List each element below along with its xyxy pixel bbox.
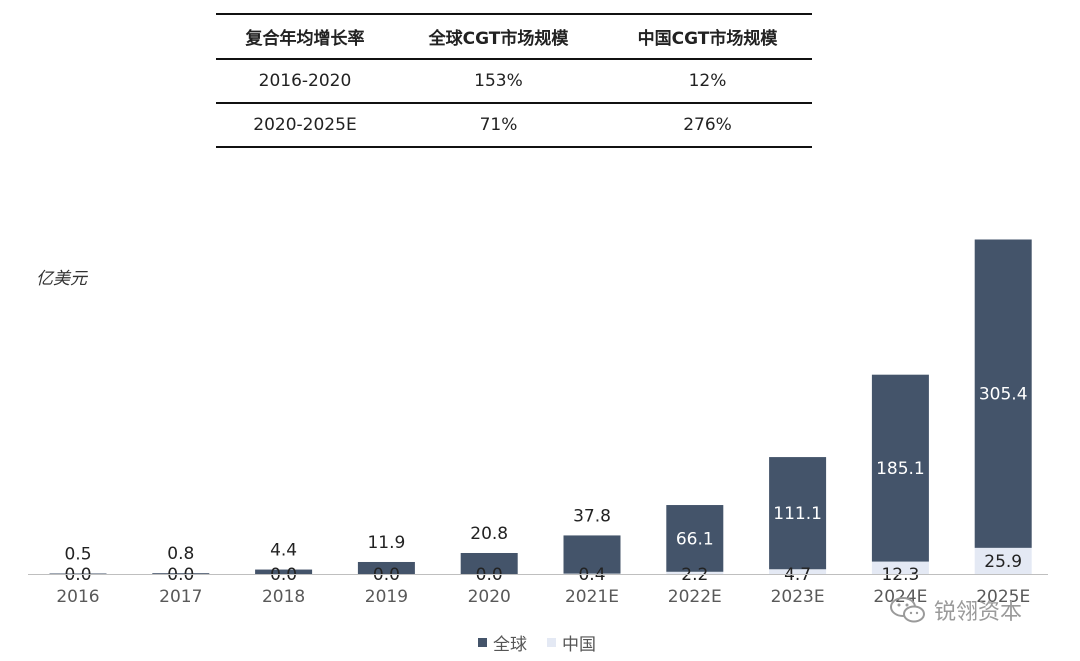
data-label-global: 11.9 xyxy=(367,533,405,553)
table-row: 2020-2025E 71% 276% xyxy=(216,103,812,148)
bar-china xyxy=(871,561,929,574)
data-label-global: 37.8 xyxy=(573,506,611,526)
legend-label-global: 全球 xyxy=(493,635,527,655)
header-cagr: 复合年均增长率 xyxy=(216,13,394,60)
x-tick-label: 2020 xyxy=(468,587,511,607)
x-tick-label: 2018 xyxy=(262,587,305,607)
data-label-china: 25.9 xyxy=(984,552,1022,572)
data-label-global: 4.4 xyxy=(270,541,297,561)
legend: 全球 中国 xyxy=(478,630,596,655)
row-global-cagr: 153% xyxy=(393,59,603,104)
bar-global xyxy=(871,374,929,562)
bar-global xyxy=(666,505,724,572)
bar-global xyxy=(460,552,518,574)
x-tick-label: 2021E xyxy=(565,587,619,607)
x-tick-label: 2016 xyxy=(56,587,99,607)
bar-china xyxy=(666,571,724,574)
bar-china xyxy=(974,547,1032,574)
data-label-global: 20.8 xyxy=(470,524,508,544)
bar-global xyxy=(769,457,827,570)
data-label-global: 0.8 xyxy=(167,544,194,564)
cagr-table: 复合年均增长率 全球CGT市场规模 中国CGT市场规模 2016-2020 15… xyxy=(216,13,812,148)
data-label-global: 66.1 xyxy=(676,529,714,549)
table-header-row: 复合年均增长率 全球CGT市场规模 中国CGT市场规模 xyxy=(216,13,812,60)
row-period: 2016-2020 xyxy=(216,59,394,104)
legend-swatch-global xyxy=(478,638,487,647)
bar-global xyxy=(49,573,107,574)
data-label-global: 111.1 xyxy=(773,504,822,524)
x-tick-label: 2023E xyxy=(771,587,825,607)
row-period: 2020-2025E xyxy=(216,103,394,148)
watermark: 锐翎资本 xyxy=(888,594,1022,626)
row-china-cagr: 12% xyxy=(602,59,812,104)
data-label-global: 0.5 xyxy=(64,544,91,564)
table-row: 2016-2020 153% 12% xyxy=(216,59,812,104)
bar-global xyxy=(357,561,415,574)
x-tick-label: 2022E xyxy=(668,587,722,607)
y-unit-label: 亿美元 xyxy=(36,269,87,289)
row-global-cagr: 71% xyxy=(393,103,603,148)
bar-global xyxy=(974,239,1032,548)
header-global: 全球CGT市场规模 xyxy=(393,13,603,60)
header-china: 中国CGT市场规模 xyxy=(602,13,812,60)
data-label-global: 185.1 xyxy=(876,459,925,479)
x-tick-label: 2017 xyxy=(159,587,202,607)
x-tick-label: 2019 xyxy=(365,587,408,607)
x-tick-label: 2025E xyxy=(976,587,1030,607)
data-label-global: 305.4 xyxy=(979,385,1028,405)
bar-china xyxy=(769,569,827,574)
bar-global xyxy=(152,573,210,574)
legend-swatch-china xyxy=(547,638,556,647)
watermark-text: 锐翎资本 xyxy=(934,600,1023,625)
bar-global xyxy=(255,569,313,574)
legend-label-china: 中国 xyxy=(562,635,596,655)
wechat-icon xyxy=(890,597,925,623)
bar-global xyxy=(563,535,621,574)
row-china-cagr: 276% xyxy=(602,103,812,148)
